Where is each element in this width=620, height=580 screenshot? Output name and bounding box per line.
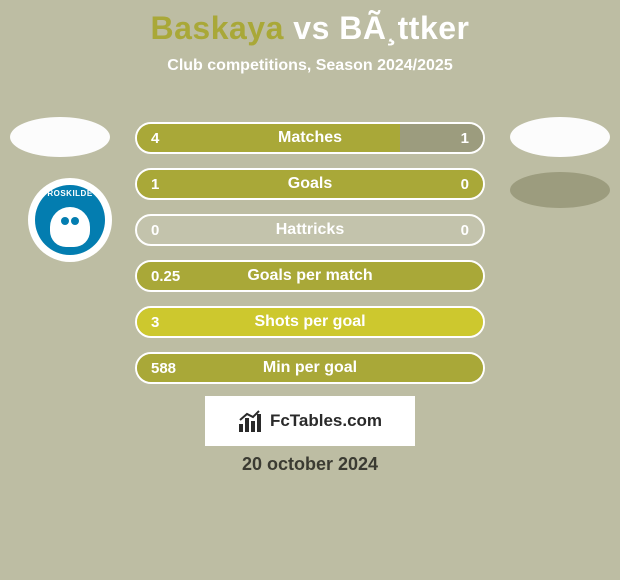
player2-avatar-placeholder [510, 117, 610, 157]
stat-label: Goals [137, 170, 483, 198]
stat-label: Shots per goal [137, 308, 483, 336]
stat-label: Hattricks [137, 216, 483, 244]
stat-value-right: 0 [461, 170, 469, 198]
comparison-bars: Matches41Goals10Hattricks00Goals per mat… [135, 122, 485, 398]
subtitle: Club competitions, Season 2024/2025 [0, 57, 620, 75]
club-bird-icon [50, 207, 90, 247]
player1-name: Baskaya [151, 10, 284, 46]
player1-club-badge: ROSKILDE [28, 178, 112, 262]
stat-value-left: 3 [151, 308, 159, 336]
stat-value-left: 1 [151, 170, 159, 198]
stat-value-left: 4 [151, 124, 159, 152]
stat-row: Matches4 1 [135, 122, 485, 154]
player1-avatar-placeholder [10, 117, 110, 157]
vs-text: vs [293, 10, 330, 46]
stat-label: Min per goal [137, 354, 483, 382]
club-name: ROSKILDE [35, 189, 105, 198]
date: 20 october 2024 [0, 454, 620, 475]
stat-value-left: 0 [151, 216, 159, 244]
page-title: Baskaya vs BÃ¸ttker [0, 0, 620, 47]
player2-club-placeholder [510, 172, 610, 208]
fctables-text: FcTables.com [270, 411, 382, 431]
stat-value-right: 1 [461, 124, 469, 152]
stat-value-right: 0 [461, 216, 469, 244]
stat-value-left: 0.25 [151, 262, 180, 290]
stat-row: Goals1 0 [135, 168, 485, 200]
stat-row: Goals per match0.25 [135, 260, 485, 292]
fctables-badge: FcTables.com [205, 396, 415, 446]
stat-value-left: 588 [151, 354, 176, 382]
stat-row: Shots per goal3 [135, 306, 485, 338]
stat-label: Matches [137, 124, 483, 152]
stat-label: Goals per match [137, 262, 483, 290]
fctables-chart-icon [238, 410, 264, 432]
stat-row: Min per goal588 [135, 352, 485, 384]
player2-name: BÃ¸ttker [339, 10, 469, 46]
stat-row: Hattricks0 0 [135, 214, 485, 246]
